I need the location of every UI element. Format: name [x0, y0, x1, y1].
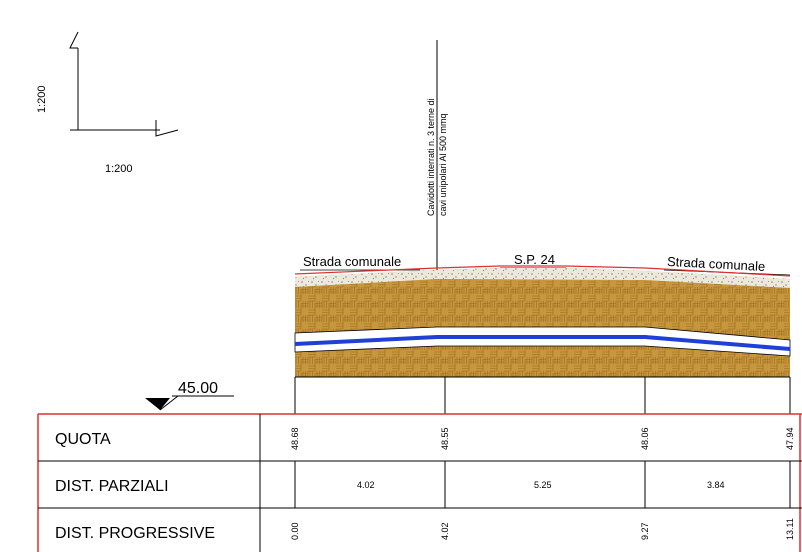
profile-table: QUOTA DIST. PARZIALI DIST. PROGRESSIVE 4…: [37, 413, 802, 552]
partial-distance: 3.84: [707, 480, 725, 490]
callout-line-2: cavi unipolari Al 500 mmq: [438, 113, 448, 216]
horizontal-scale-label: 1:200: [105, 163, 133, 175]
row-label-quota: QUOTA: [55, 431, 111, 448]
progressive-distance: 0.00: [290, 522, 300, 540]
quota-value: 48.55: [440, 427, 450, 450]
row-label-progressive: DIST. PROGRESSIVE: [55, 525, 215, 542]
datum-marker: 45.00: [145, 380, 234, 411]
callout-line-1: Cavidotti interrati n. 3 terne di: [426, 98, 436, 216]
road-label-right: Strada comunale: [667, 254, 766, 274]
quota-value: 48.68: [290, 427, 300, 450]
partial-distance: 5.25: [534, 480, 552, 490]
road-label-left: Strada comunale: [303, 254, 401, 269]
datum-label: 45.00: [178, 380, 218, 397]
row-label-parziali: DIST. PARZIALI: [55, 478, 169, 495]
road-label-center: S.P. 24: [514, 252, 555, 267]
vertical-scale-label: 1:200: [36, 85, 48, 113]
quota-value: 47.94: [785, 427, 795, 450]
progressive-distance: 13.11: [785, 518, 795, 540]
progressive-distance: 9.27: [640, 522, 650, 540]
scale-indicator: 1:200 1:200: [36, 31, 179, 175]
quota-value: 48.06: [640, 427, 650, 450]
trench-section: [294, 265, 791, 414]
progressive-distance: 4.02: [440, 522, 450, 540]
partial-distance: 4.02: [357, 480, 375, 490]
